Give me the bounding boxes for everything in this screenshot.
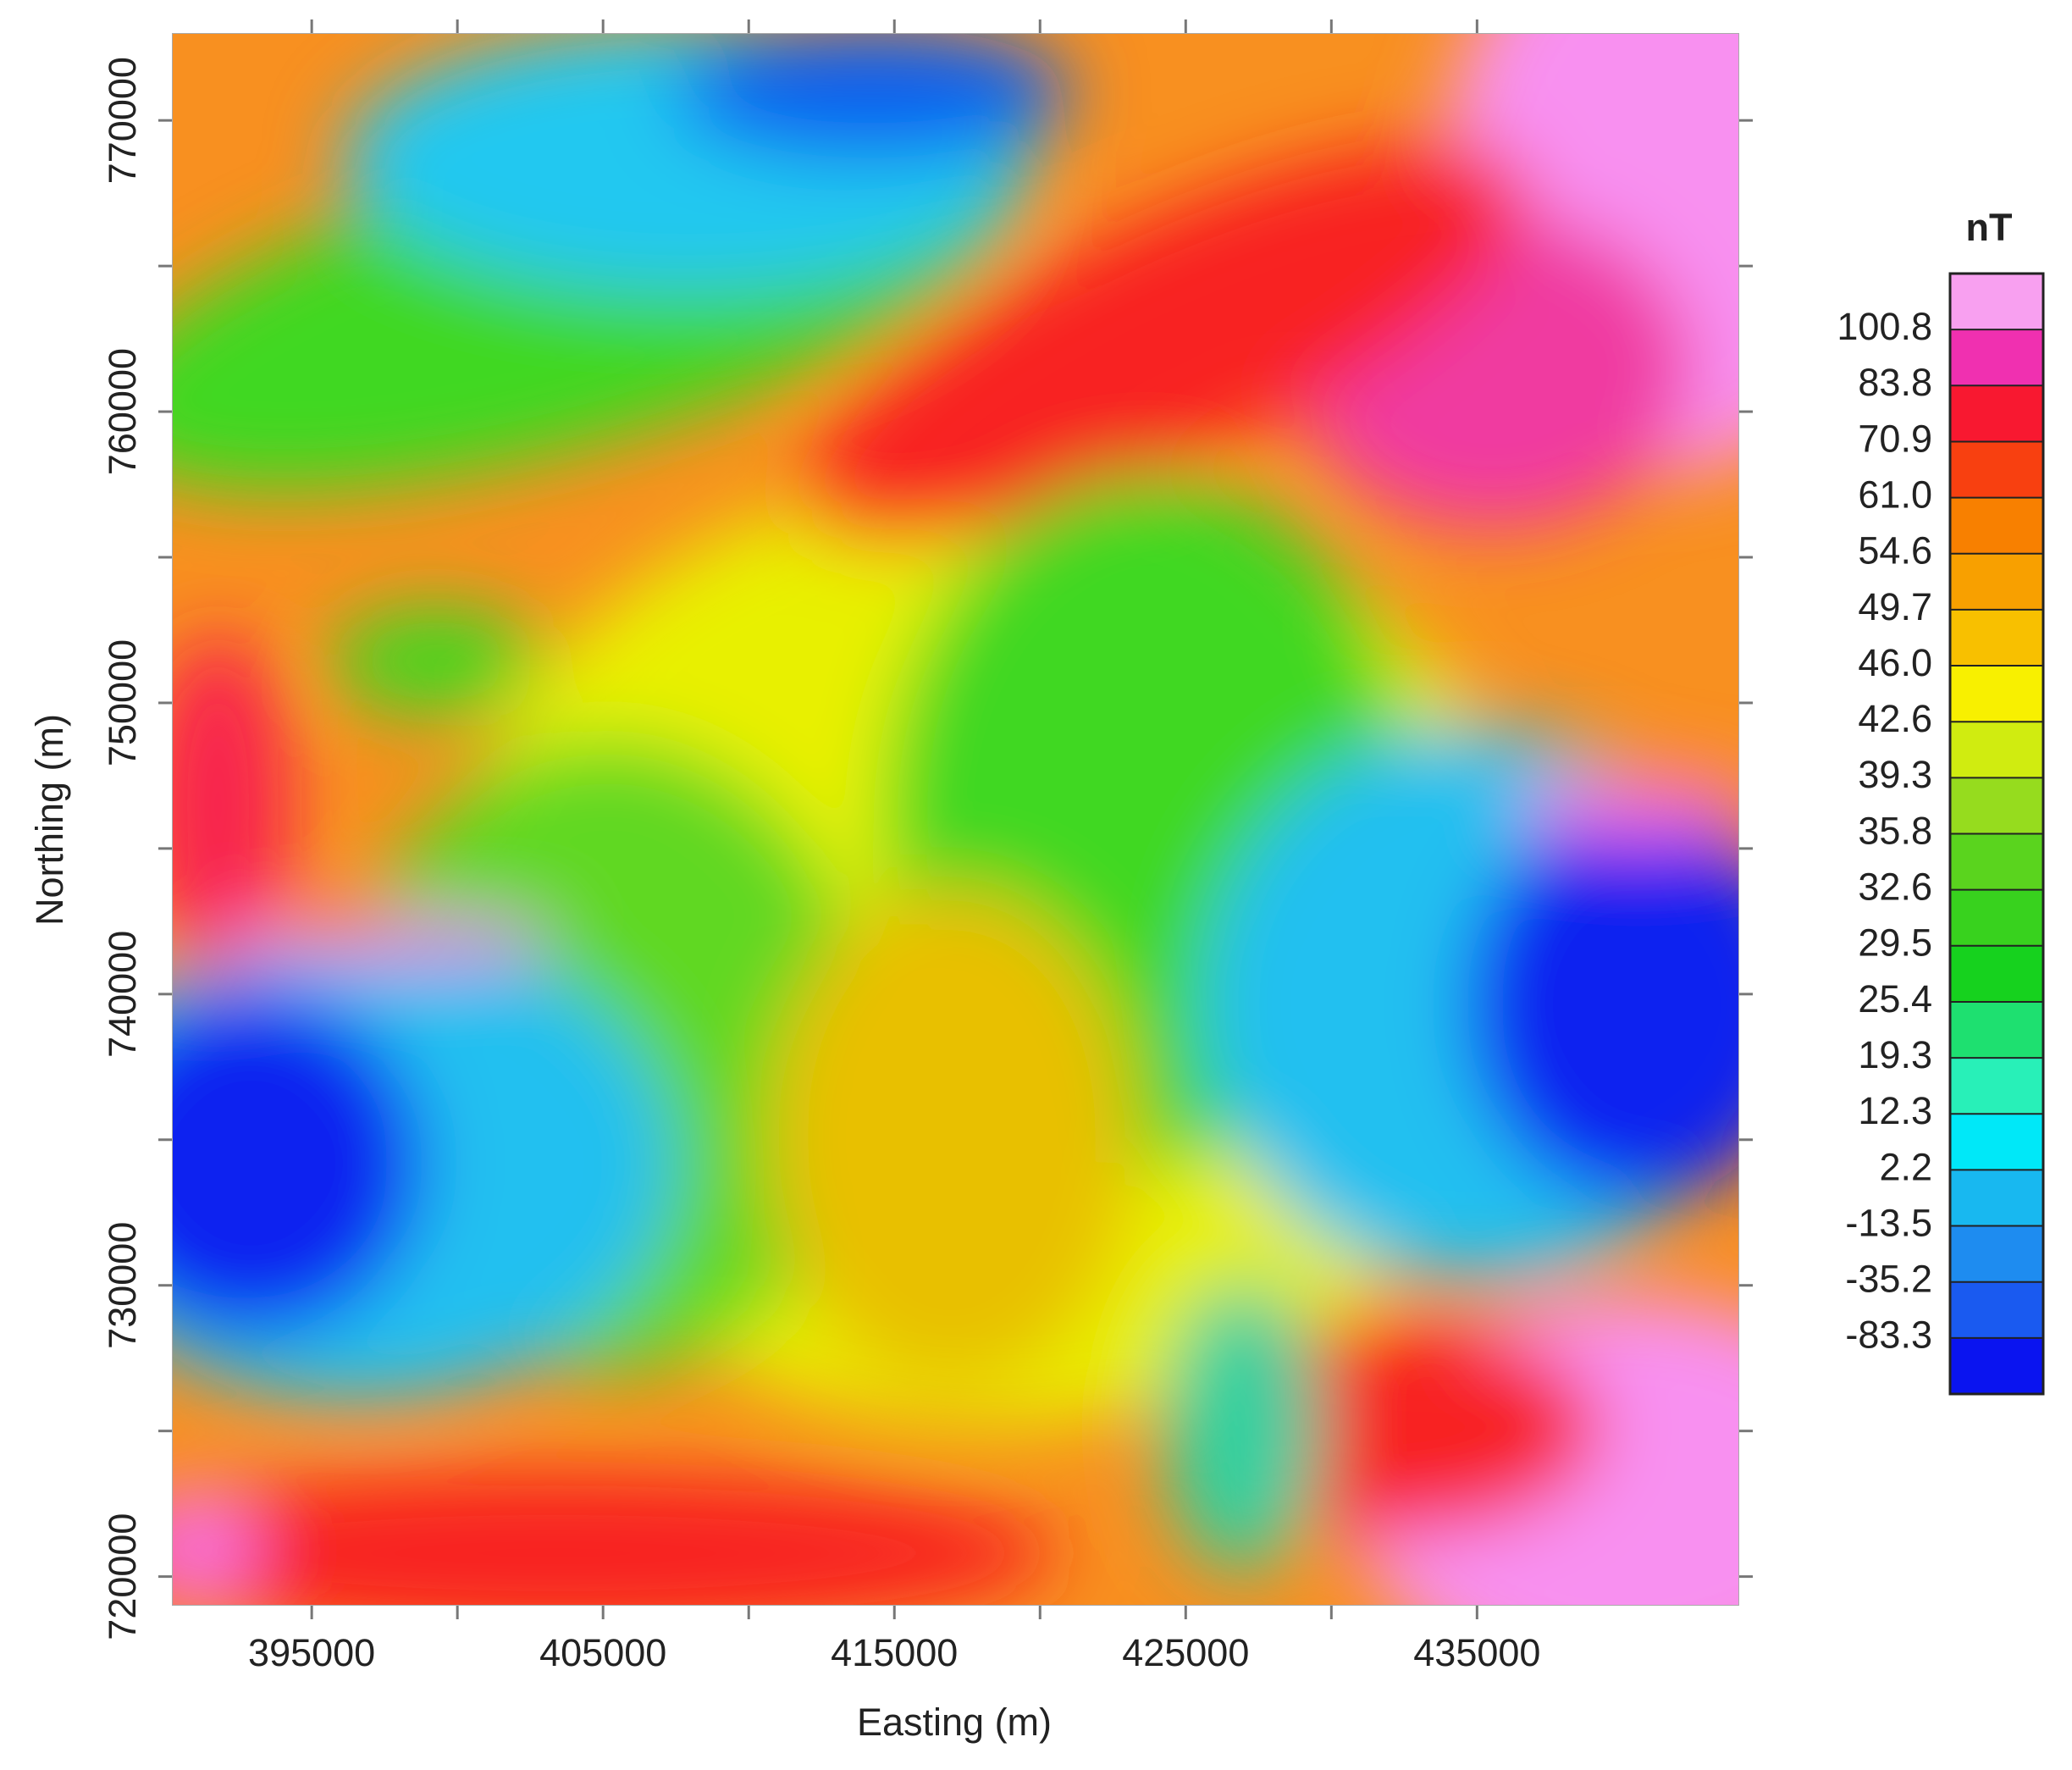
colorbar-label: -13.5 [1845, 1201, 1932, 1244]
colorbar-label: 70.9 [1858, 417, 1932, 460]
colorbar-title: nT [1966, 206, 2013, 249]
x-tick-label: 425000 [1122, 1631, 1249, 1674]
axes: 395000 405000 415000 425000 435000 720000 7300… [101, 19, 2045, 1674]
colorbar-label: 32.6 [1858, 866, 1932, 909]
colorbar-band [1950, 1001, 2043, 1059]
x-tick-label: 405000 [539, 1631, 666, 1674]
colorbar-label: -83.3 [1845, 1314, 1932, 1357]
colorbar-band [1950, 1225, 2043, 1282]
colorbar-label: -35.2 [1845, 1258, 1932, 1301]
colorbar-label: 25.4 [1858, 977, 1932, 1021]
colorbar-label: 46.0 [1858, 641, 1932, 684]
colorbar-band [1950, 274, 2043, 330]
colorbar-band [1950, 441, 2043, 498]
colorbar-band [1950, 833, 2043, 890]
y-axis-label: Northing (m) [28, 714, 71, 926]
colorbar-label: 49.7 [1858, 585, 1932, 628]
x-axis-label: Easting (m) [857, 1701, 1052, 1744]
colorbar-band [1950, 609, 2043, 667]
y-tick-label: 760000 [101, 348, 144, 475]
colorbar-label: 39.3 [1858, 753, 1932, 796]
y-tick-label: 750000 [101, 639, 144, 766]
colorbar-band [1950, 1337, 2043, 1394]
colorbar-label: 54.6 [1858, 529, 1932, 572]
colorbar-band [1950, 777, 2043, 834]
colorbar-band [1950, 385, 2043, 442]
colorbar-band [1950, 497, 2043, 554]
colorbar-band [1950, 329, 2043, 386]
colorbar-band [1950, 945, 2043, 1002]
colorbar-label: 29.5 [1858, 921, 1932, 965]
colorbar-frame [1948, 272, 2045, 1396]
colorbar-band [1950, 1170, 2043, 1226]
colorbar-band [1950, 666, 2043, 722]
colorbar-band [1950, 553, 2043, 610]
colorbar-label: 19.3 [1858, 1033, 1932, 1076]
x-tick-label: 435000 [1413, 1631, 1540, 1674]
colorbar-band [1950, 1114, 2043, 1170]
y-tick-label: 770000 [101, 57, 144, 184]
y-tick-label: 740000 [101, 931, 144, 1058]
x-tick-label: 415000 [831, 1631, 958, 1674]
anomaly-field [172, 33, 1739, 1606]
colorbar-label: 2.2 [1879, 1145, 1932, 1188]
colorbar-band [1950, 722, 2043, 778]
y-tick-label: 720000 [101, 1513, 144, 1640]
colorbar-band [1950, 1058, 2043, 1115]
colorbar-label: 61.0 [1858, 473, 1932, 516]
y-tick-label: 730000 [101, 1222, 144, 1349]
colorbar-label: 12.3 [1858, 1089, 1932, 1132]
colorbar-band [1950, 889, 2043, 946]
x-tick-label: 395000 [248, 1631, 375, 1674]
colorbar-band [1950, 1281, 2043, 1338]
colorbar-label: 83.8 [1858, 361, 1932, 404]
colorbar-label: 42.6 [1858, 697, 1932, 740]
colorbar-label: 35.8 [1858, 809, 1932, 852]
colorbar-label: 100.8 [1837, 305, 1932, 348]
